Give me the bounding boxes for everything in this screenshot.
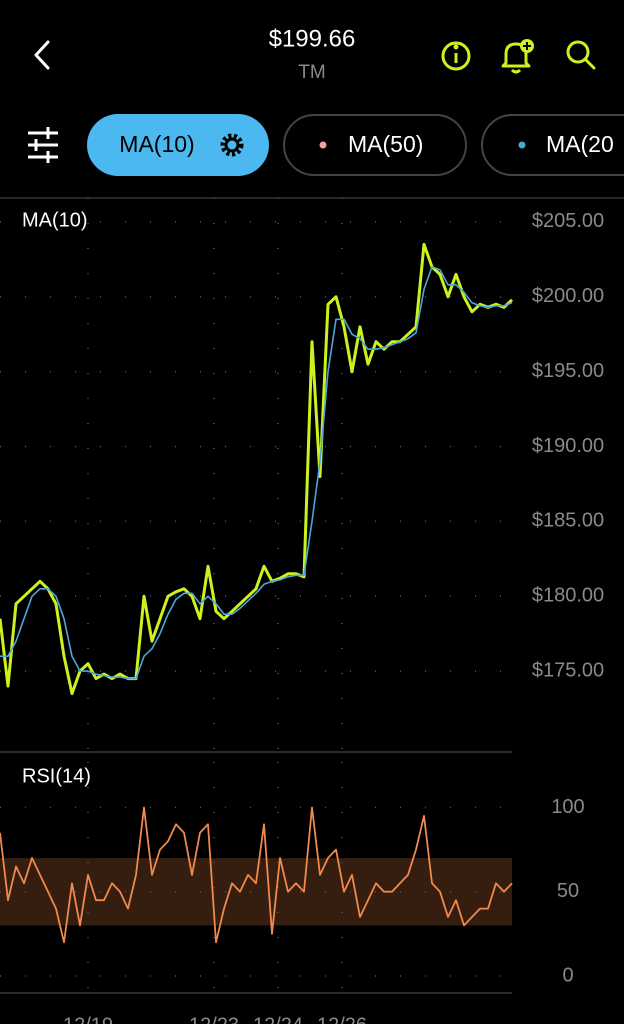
x-tick-label: 12/24 xyxy=(253,1014,303,1024)
tab-dot xyxy=(319,141,327,149)
x-tick-label: 12/23 xyxy=(189,1014,239,1024)
settings-button[interactable] xyxy=(28,127,58,163)
gear-icon[interactable] xyxy=(220,133,244,157)
tab-dot xyxy=(518,141,526,149)
ticker: TM xyxy=(298,62,325,83)
series-line xyxy=(0,806,513,944)
info-button[interactable] xyxy=(441,41,471,71)
y-tick-label: 100 xyxy=(551,796,584,818)
x-tick-label: 12/26 xyxy=(317,1014,367,1024)
tab-label: MA(10) xyxy=(119,131,194,157)
y-tick-label: 0 xyxy=(562,964,573,986)
y-tick-label: $205.00 xyxy=(532,210,604,232)
x-tick-label: 12/19 xyxy=(63,1014,113,1024)
y-tick-label: $180.00 xyxy=(532,585,604,607)
search-button[interactable] xyxy=(566,40,596,70)
tab-label: MA(50) xyxy=(348,131,423,157)
series-line xyxy=(0,242,514,696)
tab[interactable] xyxy=(283,114,467,176)
back-button[interactable] xyxy=(34,40,50,70)
tab[interactable] xyxy=(481,114,624,176)
y-tick-label: $195.00 xyxy=(532,360,604,382)
series-line xyxy=(0,266,513,680)
y-tick-label: 50 xyxy=(557,880,579,902)
price: $199.66 xyxy=(269,25,356,52)
panel-title: RSI(14) xyxy=(22,765,91,787)
rsi-band xyxy=(0,858,512,926)
y-tick-label: $190.00 xyxy=(532,435,604,457)
tab-active[interactable] xyxy=(87,114,269,176)
alert-button[interactable] xyxy=(501,39,534,74)
panel-title: MA(10) xyxy=(22,209,88,231)
tab-label: MA(20 xyxy=(546,131,614,157)
y-tick-label: $175.00 xyxy=(532,659,604,681)
y-tick-label: $200.00 xyxy=(532,285,604,307)
y-tick-label: $185.00 xyxy=(532,510,604,532)
